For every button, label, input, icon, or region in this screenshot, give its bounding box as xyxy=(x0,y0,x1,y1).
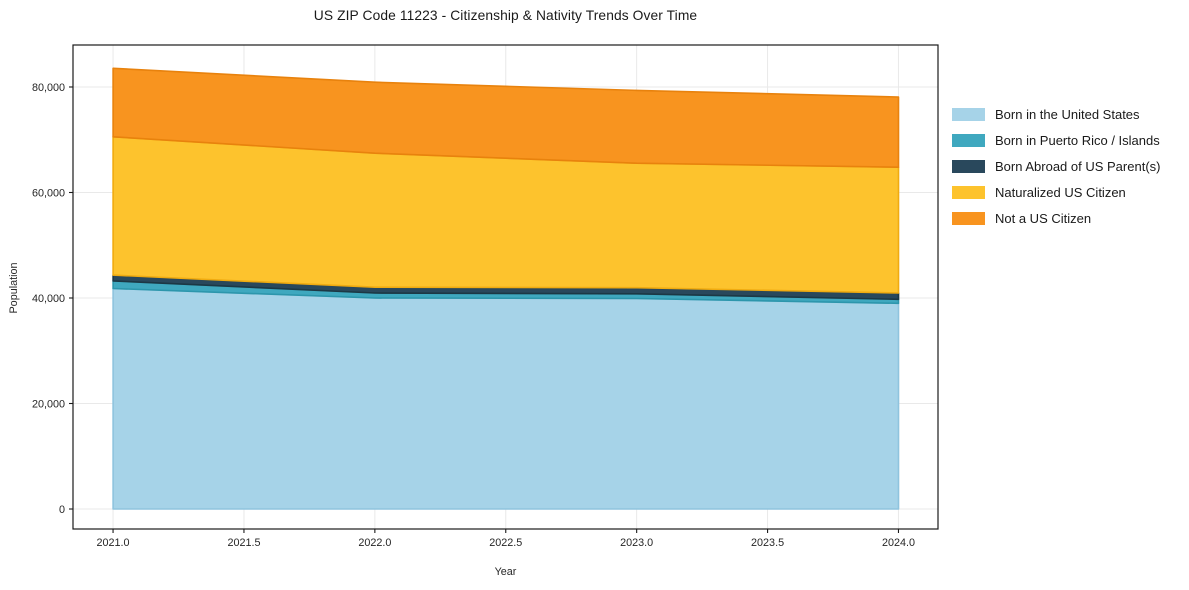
y-tick-label: 20,000 xyxy=(32,398,65,410)
x-axis-label: Year xyxy=(494,566,517,578)
legend-label: Born in Puerto Rico / Islands xyxy=(995,132,1160,148)
legend-swatch xyxy=(952,133,985,147)
y-tick-label: 60,000 xyxy=(32,187,65,199)
legend-item: Born Abroad of US Parent(s) xyxy=(952,153,1160,179)
legend-item: Naturalized US Citizen xyxy=(952,179,1160,205)
legend-label: Born Abroad of US Parent(s) xyxy=(995,158,1161,174)
area-layer-5 xyxy=(112,67,900,168)
legend-swatch xyxy=(952,185,985,199)
area-layer-1 xyxy=(112,287,900,510)
legend-swatch xyxy=(952,211,985,225)
x-tick-label: 2021.0 xyxy=(97,537,130,549)
legend-label: Naturalized US Citizen xyxy=(995,184,1126,200)
legend-item: Not a US Citizen xyxy=(952,205,1160,231)
legend: Born in the United States Born in Puerto … xyxy=(952,101,1160,231)
legend-item: Born in Puerto Rico / Islands xyxy=(952,127,1160,153)
x-tick-label: 2022.5 xyxy=(489,537,522,549)
y-tick-label: 0 xyxy=(59,504,65,516)
x-tick-label: 2023.5 xyxy=(751,537,784,549)
y-tick-label: 80,000 xyxy=(32,82,65,94)
legend-item: Born in the United States xyxy=(952,101,1160,127)
legend-swatch xyxy=(952,159,985,173)
x-tick-label: 2024.0 xyxy=(882,537,915,549)
legend-swatch xyxy=(952,107,985,121)
chart-title: US ZIP Code 11223 - Citizenship & Nativi… xyxy=(313,8,698,23)
x-tick-label: 2021.5 xyxy=(227,537,260,549)
legend-label: Not a US Citizen xyxy=(995,210,1092,226)
x-tick-label: 2022.0 xyxy=(358,537,391,549)
x-tick-label: 2023.0 xyxy=(620,537,653,549)
legend-label: Born in the United States xyxy=(995,106,1140,122)
y-tick-label: 40,000 xyxy=(32,293,65,305)
